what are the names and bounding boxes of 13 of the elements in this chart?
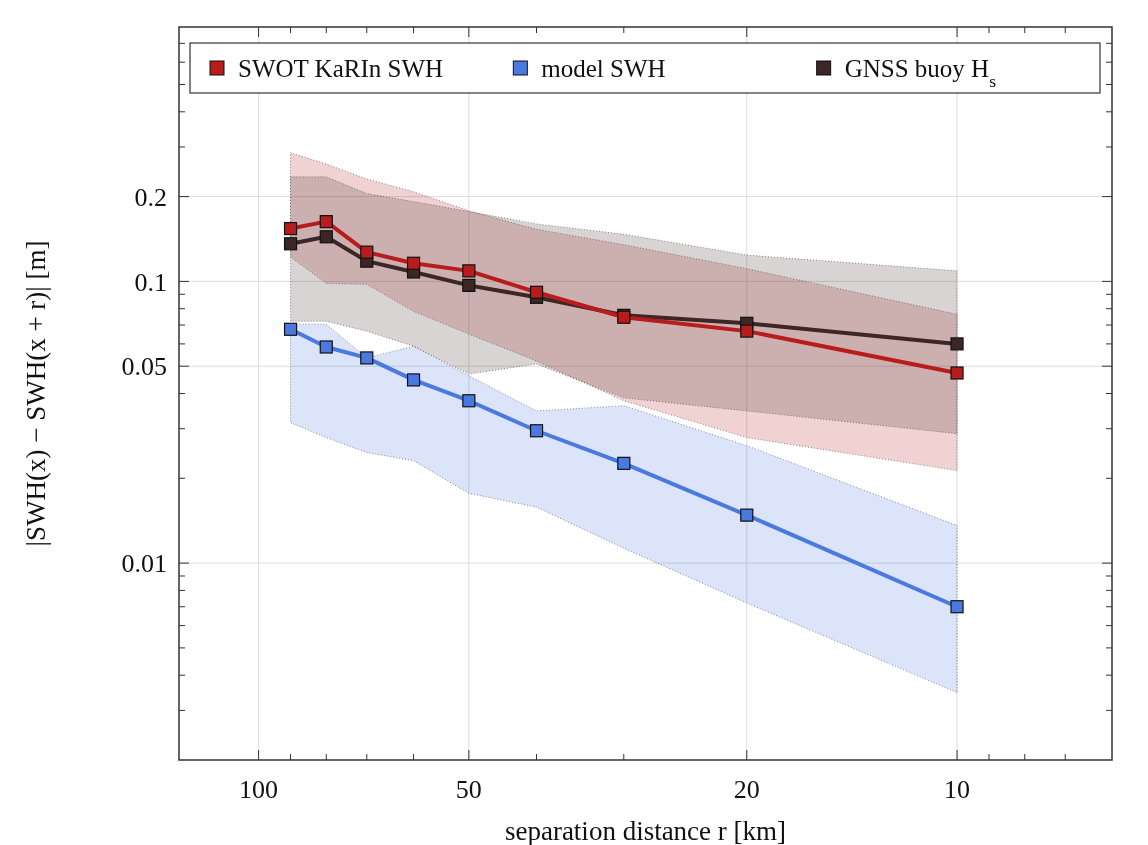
legend-label: SWOT KaRIn SWH [238,54,444,82]
y-tick-label: 0.05 [121,352,167,382]
x-tick-label: 20 [733,775,760,804]
legend-label: GNSS buoy H$_{s}$ [844,54,997,91]
y-tick-label: 0.01 [121,549,167,579]
y-axis-title: |SWH(x) − SWH(x + r)| [m] [21,240,51,547]
y-tick-label: 0.1 [134,267,167,297]
x-tick-label: 10 [944,775,971,804]
y-tick-label: 0.2 [134,182,167,212]
x-tick-label: 50 [455,775,482,804]
legend-label: model SWH [541,54,666,82]
x-tick-label: 100 [239,775,279,804]
x-axis-title: separation distance r [km] [504,816,787,845]
